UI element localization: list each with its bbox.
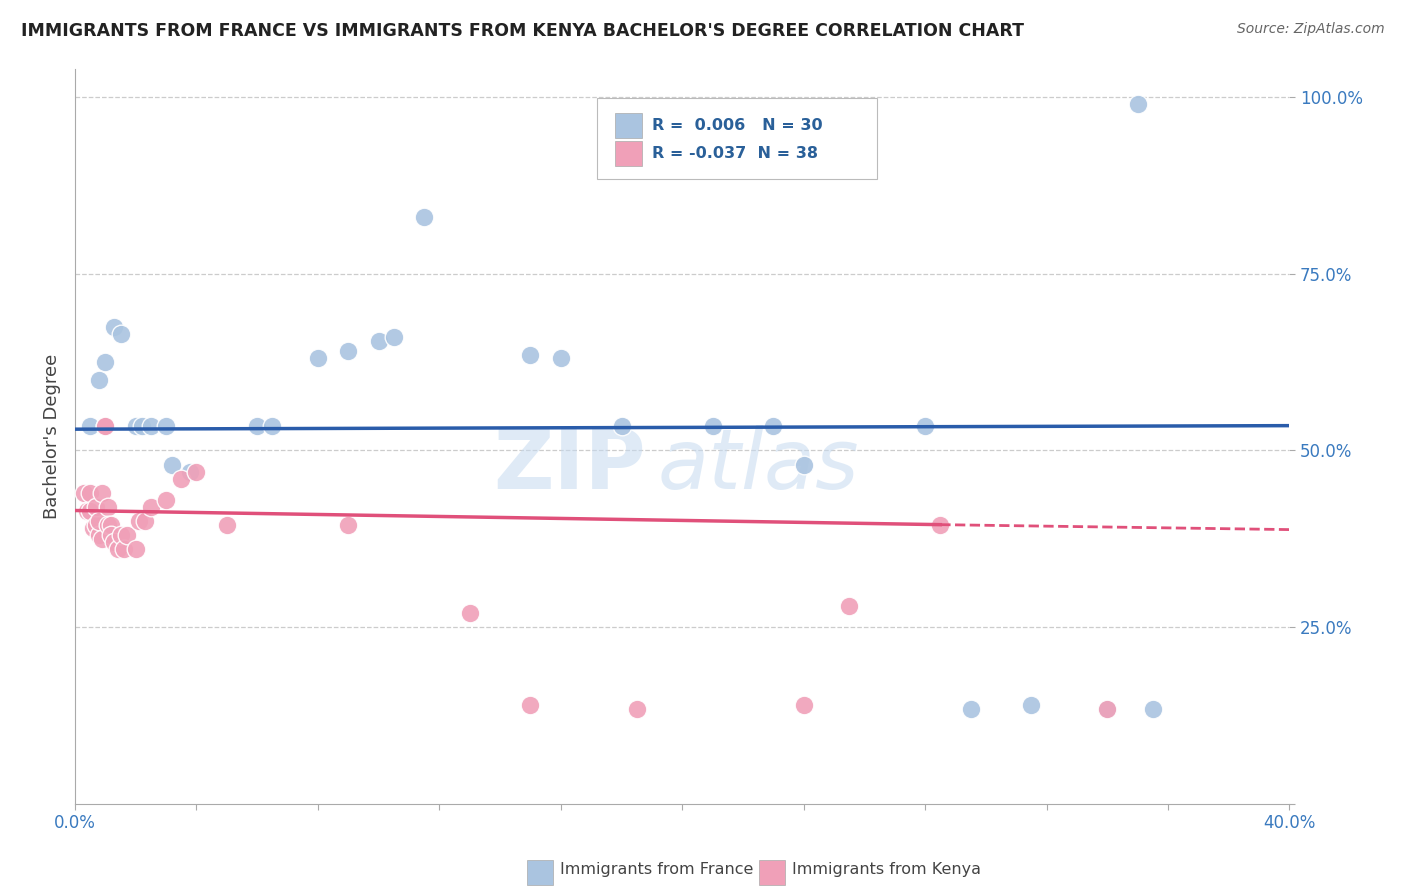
Point xyxy=(262,418,284,433)
Point xyxy=(1097,701,1119,715)
Y-axis label: Bachelor's Degree: Bachelor's Degree xyxy=(44,353,60,519)
Point xyxy=(793,458,815,472)
Text: atlas: atlas xyxy=(658,425,859,506)
Point xyxy=(160,458,183,472)
Point xyxy=(76,503,98,517)
Point xyxy=(307,351,329,366)
Point xyxy=(79,503,101,517)
Point xyxy=(1021,698,1043,712)
Point xyxy=(337,344,360,359)
Point xyxy=(246,418,269,433)
Point xyxy=(79,418,101,433)
Point xyxy=(112,542,135,557)
Point xyxy=(929,517,952,532)
Point xyxy=(110,528,132,542)
Point xyxy=(337,517,360,532)
Point xyxy=(382,330,405,344)
FancyBboxPatch shape xyxy=(616,141,643,166)
Text: R =  0.006   N = 30: R = 0.006 N = 30 xyxy=(652,118,823,133)
Point xyxy=(103,319,125,334)
Point xyxy=(97,517,120,532)
Point xyxy=(519,348,541,362)
Point xyxy=(914,418,936,433)
Point xyxy=(367,334,389,348)
Point xyxy=(186,465,208,479)
Text: R = -0.037  N = 38: R = -0.037 N = 38 xyxy=(652,146,818,161)
Point xyxy=(155,418,177,433)
Point xyxy=(626,701,648,715)
Point xyxy=(107,542,129,557)
Point xyxy=(125,542,148,557)
Point xyxy=(79,485,101,500)
Point xyxy=(128,514,150,528)
Point xyxy=(170,472,193,486)
Point xyxy=(84,500,107,514)
Point xyxy=(215,517,238,532)
Text: Immigrants from Kenya: Immigrants from Kenya xyxy=(792,863,980,877)
Point xyxy=(1126,96,1149,111)
Point xyxy=(84,517,107,532)
Text: ZIP: ZIP xyxy=(494,425,645,506)
Point xyxy=(610,418,633,433)
Text: IMMIGRANTS FROM FRANCE VS IMMIGRANTS FROM KENYA BACHELOR'S DEGREE CORRELATION CH: IMMIGRANTS FROM FRANCE VS IMMIGRANTS FRO… xyxy=(21,22,1024,40)
FancyBboxPatch shape xyxy=(598,98,876,178)
Text: Immigrants from France: Immigrants from France xyxy=(560,863,754,877)
Point xyxy=(1142,701,1164,715)
Point xyxy=(838,599,860,613)
Point xyxy=(94,418,117,433)
Point xyxy=(458,606,481,620)
Point xyxy=(139,500,162,514)
Point xyxy=(131,418,153,433)
Point xyxy=(702,418,724,433)
Point xyxy=(125,418,148,433)
Point xyxy=(179,465,201,479)
Point xyxy=(73,485,96,500)
Point xyxy=(1097,701,1119,715)
Point xyxy=(550,351,572,366)
Text: Source: ZipAtlas.com: Source: ZipAtlas.com xyxy=(1237,22,1385,37)
Point xyxy=(94,418,117,433)
Point xyxy=(82,521,104,535)
Point xyxy=(89,514,111,528)
Point xyxy=(89,373,111,387)
Point xyxy=(139,418,162,433)
Point xyxy=(155,492,177,507)
Point xyxy=(94,355,117,369)
Point xyxy=(959,701,981,715)
Point xyxy=(413,210,436,224)
Point xyxy=(97,500,120,514)
Point xyxy=(89,528,111,542)
Point xyxy=(762,418,785,433)
Point xyxy=(134,514,156,528)
Point xyxy=(91,485,114,500)
Point xyxy=(110,326,132,341)
FancyBboxPatch shape xyxy=(616,112,643,138)
Point xyxy=(100,528,122,542)
Point xyxy=(115,528,138,542)
Point xyxy=(91,532,114,546)
Point xyxy=(793,698,815,712)
Point xyxy=(100,517,122,532)
Point xyxy=(103,535,125,549)
Point xyxy=(519,698,541,712)
